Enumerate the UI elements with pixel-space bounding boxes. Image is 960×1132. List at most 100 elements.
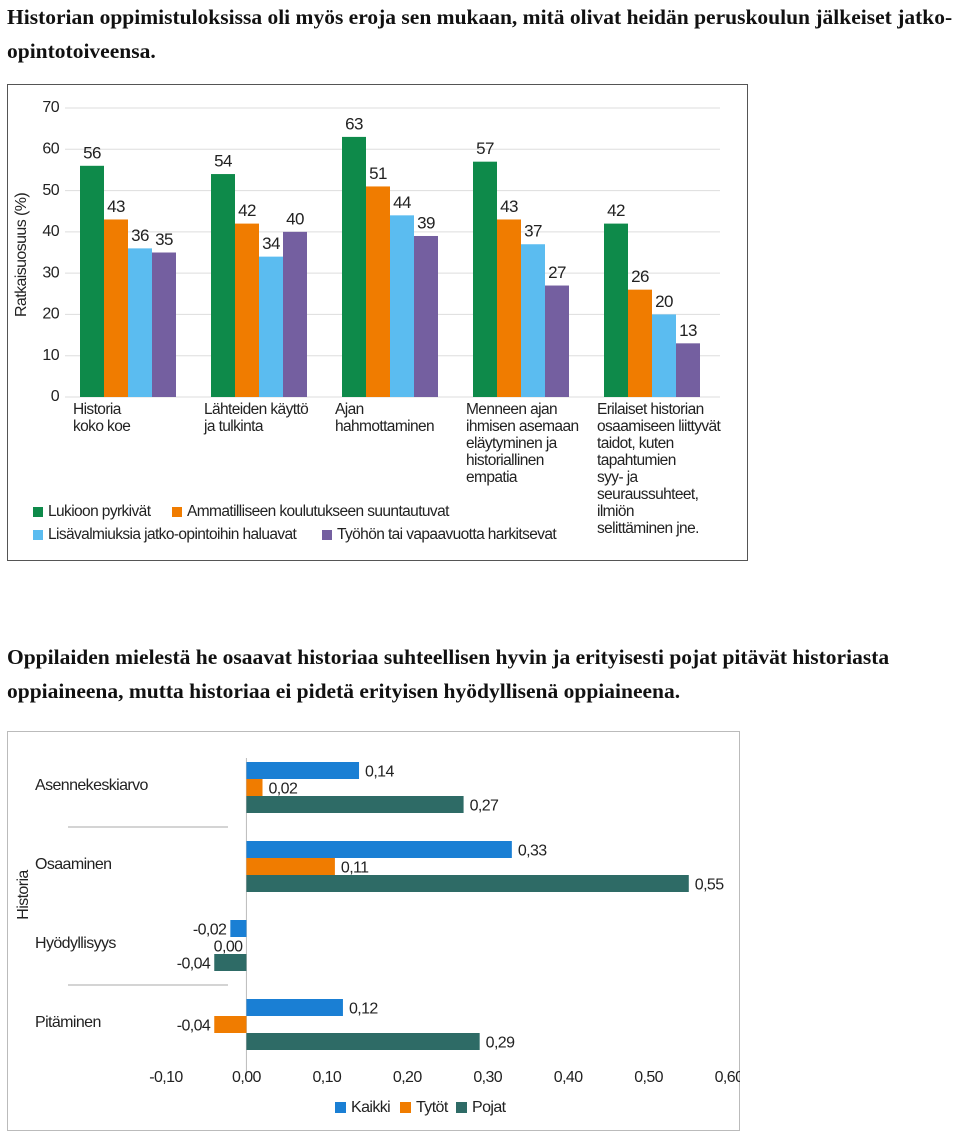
- data-label: 54: [214, 152, 232, 171]
- data-label: 34: [262, 234, 280, 253]
- bar: [235, 223, 259, 397]
- data-label: 57: [476, 139, 494, 158]
- bar: [214, 954, 247, 971]
- x-tick-label: Erilaiset historian osaamiseen liittyvät…: [597, 401, 721, 537]
- bar: [652, 314, 676, 397]
- bar: [283, 231, 307, 397]
- bar: [230, 920, 247, 937]
- data-label: 20: [655, 292, 673, 311]
- bar: [152, 252, 176, 397]
- y-axis-title: Ratkaisuosuus (%): [13, 193, 30, 317]
- data-label: 0,12: [349, 1001, 378, 1018]
- bar: [246, 796, 464, 813]
- legend-label: Lisävalmiuksia jatko-opintoihin haluavat: [48, 526, 298, 543]
- legend-label: Kaikki: [351, 1099, 390, 1116]
- data-label: 42: [607, 201, 625, 220]
- y-tick-label: 70: [42, 99, 59, 116]
- bar: [246, 999, 343, 1016]
- bar: [246, 841, 512, 858]
- legend-label: Pojat: [472, 1099, 507, 1116]
- x-tick-label: 0,10: [312, 1069, 341, 1086]
- bar: [246, 875, 689, 892]
- data-label: 63: [345, 114, 363, 133]
- bar: [211, 174, 235, 397]
- bar: [104, 219, 128, 397]
- legend-label: Työhön tai vapaavuotta harkitsevat: [337, 526, 557, 543]
- data-label: 43: [500, 197, 518, 216]
- data-label: 39: [417, 213, 435, 232]
- data-label: 0,11: [341, 860, 369, 877]
- x-tick-label: 0,30: [473, 1069, 502, 1086]
- bar: [366, 186, 390, 397]
- x-tick-label: 0,60: [715, 1069, 740, 1086]
- data-label: 40: [286, 209, 304, 228]
- legend-swatch: [456, 1102, 467, 1113]
- data-label: 0,14: [365, 764, 394, 781]
- chart: -0,10 0,00 0,10 0,20 0,30 0,40 0,50 0,60 Histori…: [7, 731, 740, 1131]
- y-axis-title: Historia: [15, 870, 32, 920]
- legend-swatch: [400, 1102, 411, 1113]
- legend-swatch: [172, 507, 182, 517]
- bar: [473, 161, 497, 397]
- data-label: 0,33: [518, 843, 547, 860]
- data-label: 0,00: [214, 939, 243, 956]
- y-tick-label: 60: [42, 141, 59, 158]
- y-tick-label: 10: [42, 347, 59, 364]
- data-label: 56: [83, 143, 101, 162]
- legend-swatch: [33, 530, 43, 540]
- data-label: 0,27: [470, 798, 499, 815]
- bar: [628, 289, 652, 397]
- x-tick-label: 0,50: [634, 1069, 663, 1086]
- x-tick-label: -0,10: [149, 1069, 183, 1086]
- bar: [128, 248, 152, 397]
- legend-swatch: [322, 530, 332, 540]
- paragraph: Historian oppimistuloksissa oli myös ero…: [7, 5, 953, 63]
- data-label: 42: [238, 201, 256, 220]
- legend-swatch: [33, 507, 43, 517]
- data-label: 0,55: [695, 877, 724, 894]
- data-label: 43: [107, 197, 125, 216]
- bar: [246, 779, 263, 796]
- data-label: 26: [631, 267, 649, 286]
- y-tick-label: 40: [42, 223, 59, 240]
- bar: [414, 235, 438, 397]
- y-tick-label: Hyödyllisyys: [35, 935, 116, 952]
- paragraph: Oppilaiden mielestä he osaavat historiaa…: [7, 645, 890, 703]
- bar: [246, 858, 335, 875]
- bar: [545, 285, 569, 397]
- y-tick-label: 0: [51, 388, 60, 405]
- data-label: 36: [131, 226, 149, 245]
- legend-label: Lukioon pyrkivät: [48, 503, 152, 520]
- data-label: 13: [679, 321, 697, 340]
- legend-label: Tytöt: [416, 1099, 449, 1116]
- x-tick-label: 0,00: [232, 1069, 261, 1086]
- bar: [604, 223, 628, 397]
- x-tick-label: 0,40: [554, 1069, 583, 1086]
- data-label: -0,04: [177, 1018, 211, 1035]
- data-label: 44: [393, 193, 411, 212]
- data-label: 35: [155, 230, 173, 249]
- bar: [80, 165, 104, 397]
- data-label: -0,02: [193, 922, 227, 939]
- x-tick-label: Menneen ajan ihmisen asemaan eläytyminen…: [466, 401, 579, 486]
- legend-swatch: [335, 1102, 346, 1113]
- bar: [246, 762, 360, 779]
- y-tick-label: Asennekeskiarvo: [35, 777, 149, 794]
- x-tick-label: Ajan hahmottaminen: [335, 401, 435, 435]
- bar: [390, 215, 414, 397]
- data-label: -0,04: [177, 956, 211, 973]
- y-tick-label: 30: [42, 264, 59, 281]
- data-label: 27: [548, 263, 566, 282]
- bar: [214, 1016, 247, 1033]
- y-tick-label: Osaaminen: [35, 856, 111, 873]
- bar: [676, 343, 700, 397]
- chart: 0 10 20 30 40 50 60 70 Ratkaisuosuus (%) 56 54 63 57…: [7, 84, 748, 561]
- data-label: 0,02: [269, 781, 298, 798]
- x-tick-label: 0,20: [393, 1069, 422, 1086]
- bar: [521, 244, 545, 397]
- y-tick-label: 20: [42, 306, 59, 323]
- y-tick-label: 50: [42, 182, 59, 199]
- x-tick-label: Lähteiden käyttö ja tulkinta: [204, 401, 309, 435]
- bar: [497, 219, 521, 397]
